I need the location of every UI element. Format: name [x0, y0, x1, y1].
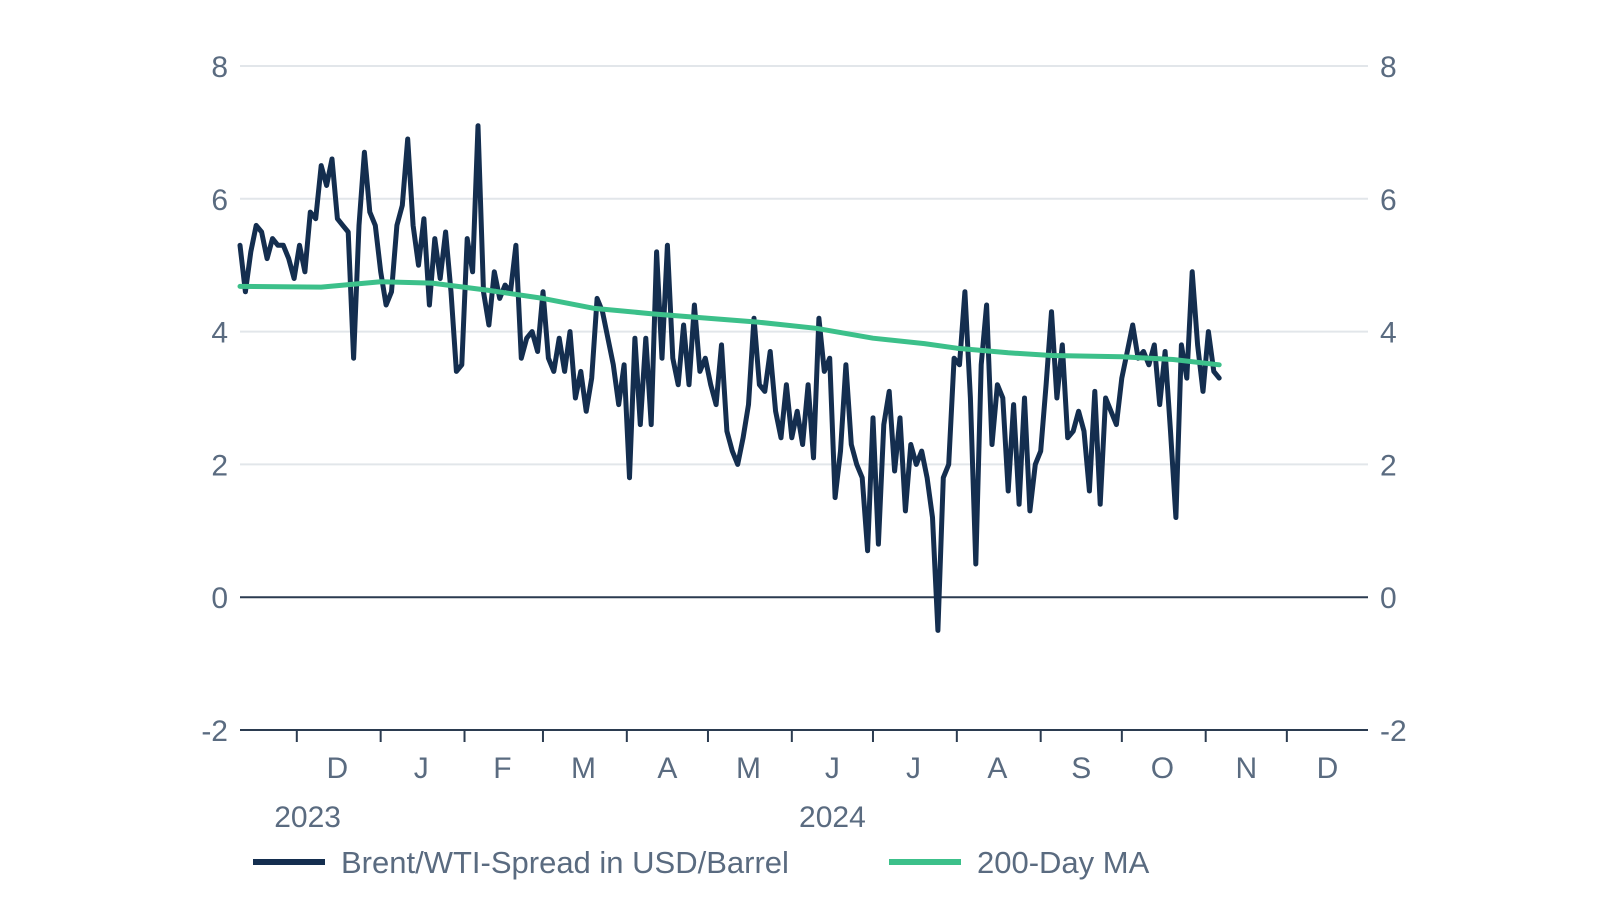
legend-label-ma: 200-Day MA — [977, 845, 1150, 880]
year-label: 2024 — [799, 801, 866, 834]
series-lines — [237, 123, 1222, 633]
y-axis-right: -2 0 2 4 6 8 — [1380, 51, 1407, 748]
x-tick-label: M — [736, 752, 761, 785]
x-tick-label: O — [1151, 752, 1174, 785]
x-tick-label: D — [327, 752, 349, 785]
y-tick-label-right: 0 — [1380, 582, 1397, 615]
x-tick-label: J — [414, 752, 429, 785]
y-tick-label-right: -2 — [1380, 715, 1407, 748]
x-tick-label: S — [1071, 752, 1091, 785]
y-tick-label-left: 8 — [211, 51, 228, 84]
series-line-ma — [237, 279, 1222, 368]
y-tick-label-right: 6 — [1380, 184, 1397, 217]
x-tick-label: A — [987, 752, 1007, 785]
y-tick-label-left: 2 — [211, 449, 228, 482]
y-tick-label-right: 8 — [1380, 51, 1397, 84]
y-tick-label-left: 4 — [211, 317, 228, 350]
x-tick-label: D — [1317, 752, 1339, 785]
y-tick-label-right: 4 — [1380, 317, 1397, 350]
y-tick-label-left: 6 — [211, 184, 228, 217]
y-tick-label-right: 2 — [1380, 449, 1397, 482]
y-tick-label-left: -2 — [201, 715, 228, 748]
x-axis — [240, 729, 1368, 742]
x-tick-label: N — [1235, 752, 1257, 785]
series-line-spread — [237, 123, 1222, 633]
legend: Brent/WTI-Spread in USD/Barrel 200-Day M… — [253, 845, 1150, 880]
year-labels: 2023 2024 — [274, 801, 866, 834]
legend-label-spread: Brent/WTI-Spread in USD/Barrel — [341, 845, 789, 880]
y-axis-left: -2 0 2 4 6 8 — [201, 51, 228, 748]
x-tick-label: F — [493, 752, 511, 785]
y-tick-label-left: 0 — [211, 582, 228, 615]
x-tick-label: A — [657, 752, 677, 785]
x-tick-label: J — [906, 752, 921, 785]
x-tick-label: M — [571, 752, 596, 785]
year-label: 2023 — [274, 801, 341, 834]
x-tick-label: J — [825, 752, 840, 785]
